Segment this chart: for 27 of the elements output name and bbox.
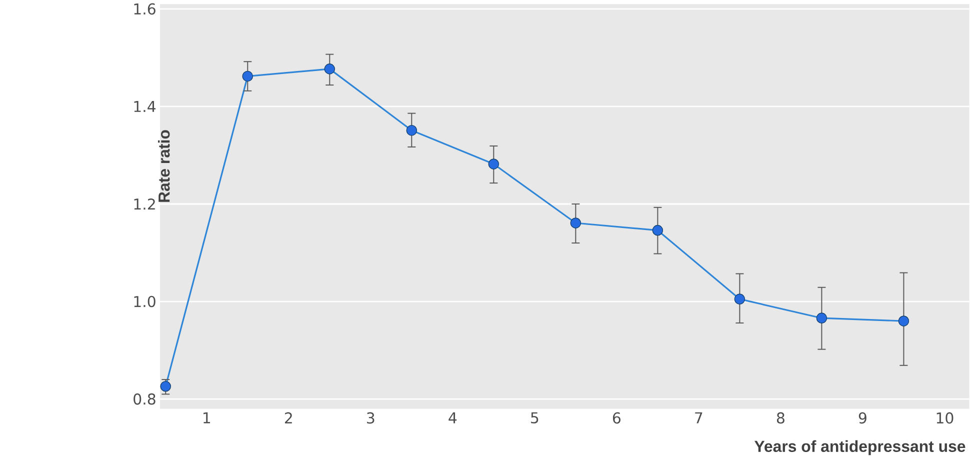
- x-tick-label: 1: [204, 412, 210, 424]
- x-tick-label: 8: [776, 412, 784, 424]
- y-tick-label: 1.0: [134, 296, 156, 308]
- point: [242, 71, 253, 82]
- x-tick-label: 4: [448, 412, 457, 424]
- x-tick-label: 10: [936, 412, 954, 424]
- point: [734, 294, 745, 305]
- point: [324, 64, 335, 74]
- point: [816, 312, 827, 324]
- x-tick-label: 5: [531, 412, 538, 424]
- x-tick-label: 9: [858, 412, 866, 424]
- point: [898, 316, 909, 326]
- point: [406, 125, 417, 136]
- x-tick-label: 3: [367, 412, 374, 424]
- point: [160, 381, 171, 392]
- y-tick-label: 1.2: [134, 198, 155, 210]
- y-tick-label: 1.4: [134, 101, 156, 112]
- y-axis-title: Rate ratio: [158, 130, 170, 202]
- y-tick-label: 1.6: [134, 3, 156, 15]
- x-tick-label: 6: [612, 412, 620, 424]
- x-axis-title: Years of antidepressant use: [754, 440, 966, 456]
- y-tick-label: 0.8: [134, 394, 156, 405]
- x-tick-label: 2: [284, 412, 292, 424]
- point: [570, 218, 581, 228]
- point: [488, 158, 499, 170]
- point: [652, 225, 663, 236]
- x-tick-label: 7: [695, 412, 702, 424]
